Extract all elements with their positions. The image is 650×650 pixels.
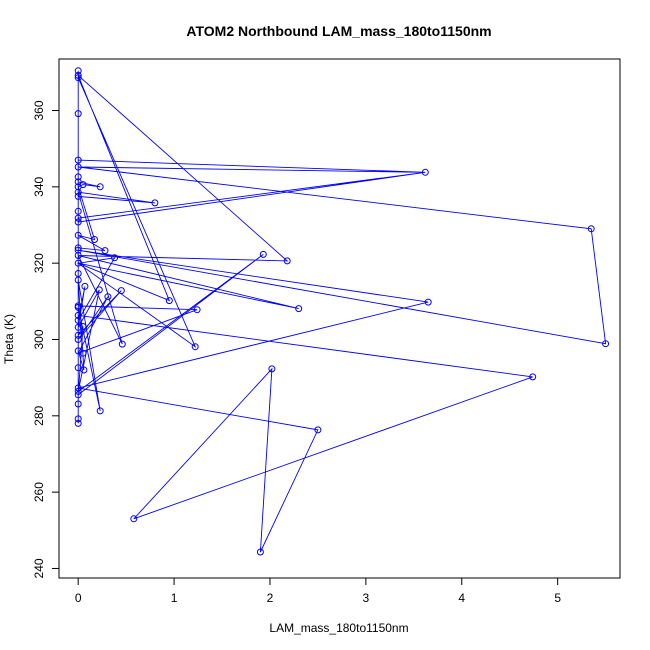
y-tick-label-0: 240 (32, 558, 46, 578)
data-point-13 (74, 192, 82, 200)
data-point-18 (587, 225, 595, 233)
series-points (74, 67, 610, 556)
data-point-39 (74, 303, 82, 311)
data-point-58 (74, 391, 82, 399)
data-point-40 (295, 305, 303, 313)
x-tick-label-1: 1 (171, 591, 178, 605)
data-point-49 (191, 343, 199, 351)
data-point-57 (74, 387, 82, 395)
data-point-26 (74, 252, 82, 259)
data-point-64 (130, 515, 138, 523)
x-tick-label-5: 5 (554, 591, 561, 605)
y-axis-label: Theta (K) (2, 314, 16, 364)
data-point-3 (74, 110, 82, 118)
chart-title: ATOM2 Northbound LAM_mass_180to1150nm (186, 23, 491, 39)
data-point-12 (74, 188, 82, 196)
x-axis-label: LAM_mass_180to1150nm (269, 621, 408, 635)
data-point-16 (74, 214, 82, 222)
data-point-15 (74, 207, 82, 215)
data-point-59 (74, 400, 82, 408)
y-tick-label-6: 360 (32, 100, 46, 120)
data-point-33 (95, 286, 103, 294)
series-line (76, 70, 607, 553)
data-point-23 (74, 246, 82, 254)
data-point-42 (74, 311, 82, 319)
x-tick-label-2: 2 (267, 591, 274, 605)
data-point-0 (74, 67, 82, 75)
data-point-11 (96, 183, 104, 191)
data-point-24 (101, 247, 109, 255)
y-tick-label-1: 260 (32, 482, 46, 502)
data-point-2 (74, 74, 82, 82)
x-tick-label-4: 4 (458, 591, 465, 605)
data-point-19 (602, 340, 610, 348)
data-point-34 (117, 287, 125, 295)
data-point-25 (259, 250, 267, 258)
data-point-43 (74, 316, 82, 324)
data-point-5 (74, 163, 82, 171)
data-point-27 (111, 254, 119, 262)
data-point-55 (529, 373, 537, 381)
data-point-36 (165, 297, 173, 305)
data-point-54 (80, 366, 88, 374)
data-point-48 (118, 340, 126, 348)
data-point-45 (79, 323, 87, 330)
data-point-35 (104, 293, 112, 301)
y-tick-label-2: 280 (32, 405, 46, 425)
data-point-61 (74, 415, 82, 423)
y-tick-label-5: 340 (32, 177, 46, 197)
x-tick-label-0: 0 (75, 591, 82, 605)
data-point-53 (268, 365, 276, 373)
data-point-20 (74, 231, 82, 239)
data-point-46 (74, 331, 82, 339)
data-point-44 (74, 323, 82, 331)
data-point-14 (151, 199, 159, 207)
data-point-28 (283, 257, 291, 265)
data-point-60 (96, 407, 104, 415)
data-point-51 (79, 349, 87, 357)
data-point-31 (74, 276, 82, 284)
data-point-52 (74, 364, 82, 372)
data-point-47 (74, 336, 82, 343)
data-point-63 (314, 426, 322, 434)
data-point-1 (74, 71, 82, 79)
data-point-41 (193, 306, 201, 314)
data-point-17 (74, 218, 82, 226)
data-point-22 (74, 244, 82, 252)
data-point-62 (74, 419, 82, 427)
y-tick-label-4: 320 (32, 253, 46, 273)
series-lines (76, 70, 607, 553)
data-point-65 (256, 548, 264, 556)
data-point-10 (74, 183, 82, 191)
data-point-4 (74, 156, 82, 164)
data-point-56 (74, 384, 82, 392)
data-point-37 (424, 298, 432, 306)
data-point-29 (74, 259, 82, 267)
x-axis: 0 1 2 3 4 5 (75, 577, 561, 605)
y-axis: 240 260 280 300 320 340 360 (32, 100, 60, 578)
y-tick-label-3: 300 (32, 329, 46, 349)
x-tick-label-3: 3 (363, 591, 370, 605)
data-point-7 (74, 173, 82, 181)
data-point-6 (421, 168, 429, 176)
data-point-32 (81, 282, 89, 290)
data-point-21 (91, 236, 98, 243)
